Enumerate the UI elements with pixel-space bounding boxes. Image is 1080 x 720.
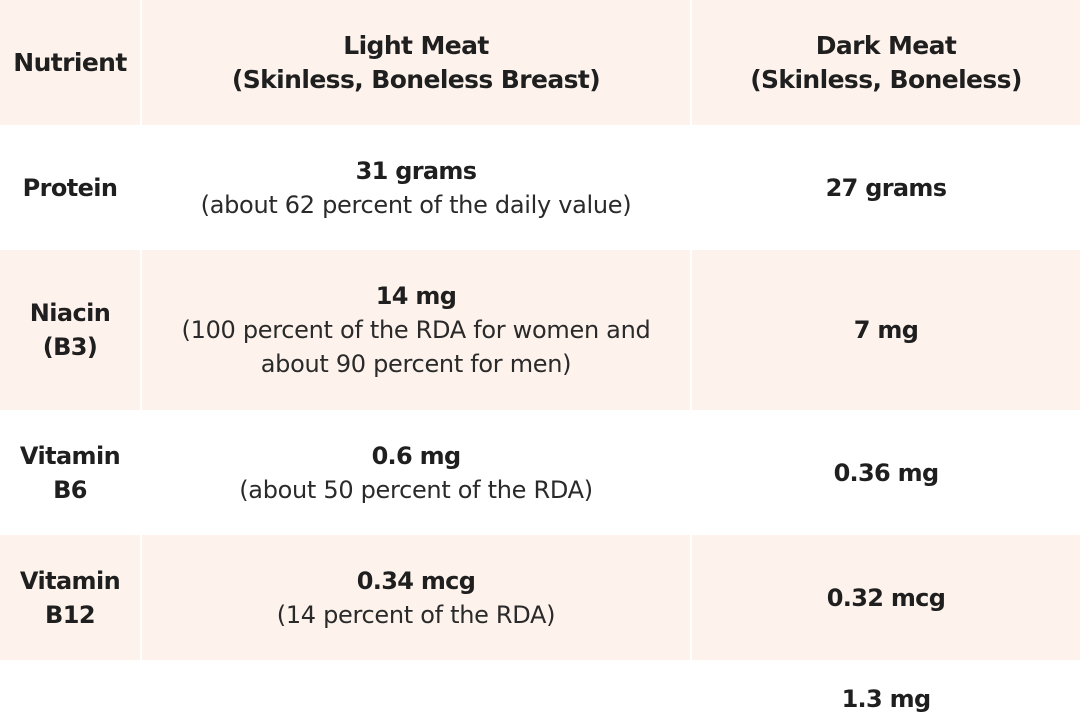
- header-light-meat-label: Light Meat (Skinless, Boneless Breast): [231, 30, 601, 94]
- dark-meat-cell: 7 mg: [692, 250, 1080, 410]
- dark-meat-value: 27 grams: [825, 173, 947, 202]
- nutrient-label: Protein: [22, 173, 118, 202]
- dark-meat-value: 1.3 mg: [841, 685, 932, 713]
- light-meat-note: (14 percent of the RDA): [276, 600, 556, 629]
- header-dark-meat-label: Dark Meat (Skinless, Boneless): [750, 30, 1022, 94]
- table-row: Vitamin B12 0.34 mcg (14 percent of the …: [0, 535, 1080, 660]
- table-row: Vitamin B6 0.6 mg (about 50 percent of t…: [0, 410, 1080, 535]
- dark-meat-cell: 0.32 mcg: [692, 535, 1080, 660]
- light-meat-note: (100 percent of the RDA for women and ab…: [181, 316, 651, 378]
- table-row: Protein 31 grams (about 62 percent of th…: [0, 125, 1080, 250]
- nutrient-label: Niacin (B3): [29, 299, 111, 361]
- table-header-row: Nutrient Light Meat (Skinless, Boneless …: [0, 0, 1080, 125]
- light-meat-note: (about 62 percent of the daily value): [200, 190, 632, 219]
- light-meat-value: 0.34 mcg: [356, 566, 476, 595]
- light-meat-cell: 0.34 mcg (14 percent of the RDA): [142, 535, 690, 660]
- light-meat-cell: 31 grams (about 62 percent of the daily …: [142, 125, 690, 250]
- nutrient-cell: Vitamin B12: [0, 535, 140, 660]
- dark-meat-cell: 27 grams: [692, 125, 1080, 250]
- light-meat-value: 14 mg: [375, 282, 457, 310]
- dark-meat-value: 7 mg: [853, 316, 919, 344]
- light-meat-cell: 0.6 mg (about 50 percent of the RDA): [142, 410, 690, 535]
- nutrient-cell: Niacin (B3): [0, 250, 140, 410]
- nutrient-cell: Vitamin B6: [0, 410, 140, 535]
- light-meat-cell: 14 mg (100 percent of the RDA for women …: [142, 250, 690, 410]
- header-cell-nutrient: Nutrient: [0, 0, 140, 125]
- light-meat-cell: [142, 660, 690, 720]
- column-divider: [140, 0, 142, 660]
- header-cell-light-meat: Light Meat (Skinless, Boneless Breast): [142, 0, 690, 125]
- dark-meat-cell: 0.36 mg: [692, 410, 1080, 535]
- light-meat-value: 31 grams: [355, 156, 477, 185]
- dark-meat-value: 0.36 mg: [833, 458, 940, 487]
- nutrient-label: Vitamin B12: [19, 566, 121, 629]
- table-row: Niacin (B3) 14 mg (100 percent of the RD…: [0, 250, 1080, 410]
- light-meat-value: 0.6 mg: [371, 441, 462, 470]
- table-row: 1.3 mg: [0, 660, 1080, 720]
- header-cell-dark-meat: Dark Meat (Skinless, Boneless): [692, 0, 1080, 125]
- dark-meat-value: 0.32 mcg: [826, 583, 946, 612]
- light-meat-note: (about 50 percent of the RDA): [239, 475, 593, 504]
- header-nutrient-label: Nutrient: [13, 47, 127, 77]
- nutrient-cell: [0, 660, 140, 720]
- nutrient-cell: Protein: [0, 125, 140, 250]
- dark-meat-cell: 1.3 mg: [692, 660, 1080, 720]
- nutrient-label: Vitamin B6: [19, 441, 121, 504]
- column-divider: [690, 0, 692, 660]
